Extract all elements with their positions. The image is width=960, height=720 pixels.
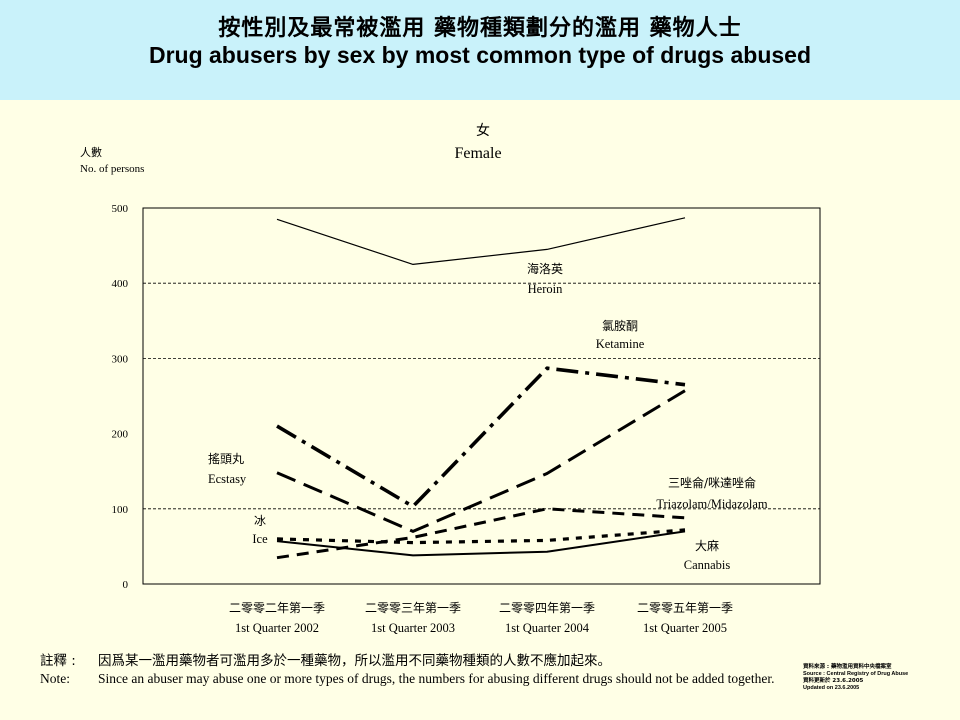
- x-tick-label-3: 1st Quarter 2005: [643, 621, 727, 635]
- x-tick-label-zh-3: 二零零五年第一季: [637, 601, 733, 615]
- series-label-zh-ice: 冰: [254, 514, 266, 528]
- y-axis-label: No. of persons: [80, 163, 144, 175]
- series-label-zh-ecstasy: 搖頭丸: [208, 452, 244, 466]
- note-text-en: Since an abuser may abuse one or more ty…: [98, 671, 775, 686]
- footnote: 註釋 : 因爲某一濫用藥物者可濫用多於一種藥物，所以濫用不同藥物種類的人數不應加…: [40, 652, 780, 688]
- plot-frame: [142, 207, 821, 585]
- y-tick-label-300: 300: [112, 353, 129, 365]
- chart-title-zh: 女: [476, 122, 490, 139]
- series-label-zh-ketamine: 氯胺酮: [602, 319, 638, 333]
- series-label-ketamine: Ketamine: [596, 337, 645, 351]
- y-tick-label-200: 200: [112, 429, 129, 441]
- chart-title: Female: [454, 145, 501, 162]
- y-tick-label-500: 500: [112, 203, 129, 215]
- series-label-zh-triazolam-midazolam: 三唑侖/咪達唑侖: [668, 475, 756, 490]
- series-line-cannabis: [276, 530, 686, 557]
- x-tick-label-2: 1st Quarter 2004: [505, 621, 590, 635]
- series-label-cannabis: Cannabis: [684, 558, 731, 572]
- series-label-triazolam-midazolam: Triazolam/Midazolam: [656, 497, 768, 511]
- source-line-1: 資料來源 : 藥物濫用資料中央檔案室: [803, 664, 892, 670]
- series-line-triazolam-midazolam: [276, 507, 686, 560]
- source-credit: 資料來源 : 藥物濫用資料中央檔案室 Source : Central Regi…: [803, 664, 953, 692]
- source-line-3: 資料更新於 23.6.2005: [803, 678, 864, 684]
- series-label-ecstasy: Ecstasy: [208, 472, 247, 486]
- x-tick-label-zh-2: 二零零四年第一季: [499, 601, 595, 615]
- y-tick-label-400: 400: [112, 278, 129, 290]
- line-chart: 女 Female 人數 No. of persons 0 100 200 300 400…: [80, 122, 821, 635]
- series-line-ice: [276, 528, 686, 545]
- note-label-en: Note:: [40, 671, 70, 686]
- header-banner: 按性別及最常被濫用 藥物種類劃分的濫用 藥物人士 Drug abusers by…: [0, 0, 960, 100]
- series-label-heroin: Heroin: [528, 282, 563, 296]
- x-tick-label-1: 1st Quarter 2003: [371, 621, 455, 635]
- y-tick-label-100: 100: [112, 504, 129, 516]
- page-title-zh: 按性別及最常被濫用 藥物種類劃分的濫用 藥物人士: [218, 16, 742, 41]
- series-line-ketamine: [276, 366, 686, 509]
- series-label-zh-cannabis: 大麻: [695, 538, 719, 553]
- source-line-4: Updated on 23.6.2005: [803, 685, 860, 691]
- series-line-heroin: [276, 217, 686, 265]
- x-tick-label-zh-1: 二零零三年第一季: [365, 601, 461, 615]
- series-label-ice: Ice: [252, 532, 268, 546]
- x-tick-label-0: 1st Quarter 2002: [235, 621, 319, 635]
- source-line-2: Source : Central Registry of Drug Abuse: [803, 671, 909, 677]
- series-line-ecstasy: [276, 389, 686, 533]
- note-label-zh: 註釋 :: [40, 653, 76, 669]
- y-tick-label-0: 0: [123, 579, 129, 591]
- note-text-zh: 因爲某一濫用藥物者可濫用多於一種藥物，所以濫用不同藥物種類的人數不應加起來。: [98, 653, 611, 669]
- x-tick-label-zh-0: 二零零二年第一季: [229, 601, 325, 615]
- page-title-en: Drug abusers by sex by most common type …: [148, 42, 812, 68]
- y-axis-label-zh: 人數: [80, 146, 102, 159]
- series-label-zh-heroin: 海洛英: [527, 261, 563, 276]
